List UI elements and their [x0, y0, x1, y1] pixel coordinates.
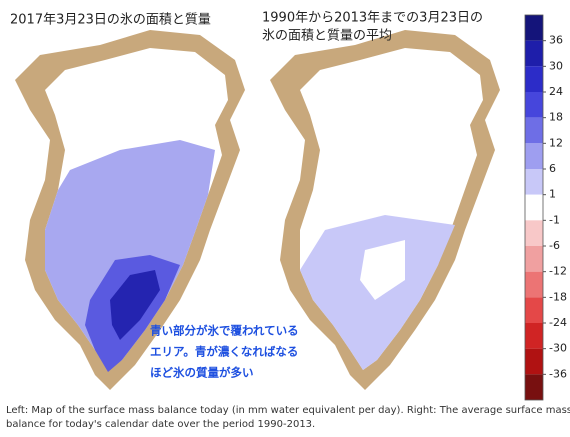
mass-high: [110, 270, 160, 340]
colorbar-tick-label: 12: [549, 136, 563, 149]
colorbar-tick-label: 24: [549, 85, 563, 98]
colorbar-segment: [525, 246, 543, 272]
colorbar-tick-label: 1: [549, 188, 556, 201]
colorbar-segment: [525, 66, 543, 92]
colorbar-segment: [525, 374, 543, 400]
colorbar-tick-label: -12: [549, 265, 567, 278]
map-left: [15, 30, 245, 390]
colorbar-segment: [525, 169, 543, 195]
colorbar-segment: [525, 323, 543, 349]
colorbar-tick-label: -30: [549, 342, 567, 355]
colorbar-segment: [525, 348, 543, 375]
colorbar-segment: [525, 297, 543, 323]
colorbar-frame: [524, 14, 544, 401]
colorbar-tick-label: -1: [549, 213, 560, 226]
annotation: 青い部分が氷で覆われている: [150, 324, 299, 338]
colorbar-segment: [525, 271, 543, 298]
colorbar-tick-label: -24: [549, 316, 567, 329]
colorbar-tick-label: 18: [549, 111, 563, 124]
colorbar-segment: [525, 15, 543, 41]
colorbar-segment: [525, 40, 543, 67]
annotation: ほど氷の質量が多い: [150, 366, 254, 380]
map-right: [270, 30, 500, 390]
colorbar-tick-label: -36: [549, 367, 567, 380]
colorbar-segment: [525, 92, 543, 118]
caption: balance for today's calendar date over t…: [6, 419, 315, 430]
colorbar-tick-label: -18: [549, 290, 567, 303]
annotation: エリア。青が濃くなればなる: [150, 345, 298, 359]
caption: Left: Map of the surface mass balance to…: [6, 405, 570, 416]
colorbar: 36 30 24 18 12 6 1 -1 -6 -12 -18 -24 -30 -36: [524, 14, 567, 401]
colorbar-tick-label: -6: [549, 239, 560, 252]
colorbar-tick-label: 36: [549, 34, 563, 47]
colorbar-segment: [525, 194, 543, 221]
colorbar-tick-label: 30: [549, 59, 563, 72]
title-right: 氷の面積と質量の平均: [262, 29, 392, 44]
ice-sheet: [360, 240, 405, 300]
colorbar-tick-label: 6: [549, 162, 556, 175]
colorbar-segment: [525, 117, 543, 144]
title-left: 2017年3月23日の氷の面積と質量: [10, 13, 211, 28]
colorbar-segment: [525, 220, 543, 246]
title-right: 1990年から2013年までの3月23日の: [262, 11, 483, 26]
colorbar-segment: [525, 143, 543, 169]
